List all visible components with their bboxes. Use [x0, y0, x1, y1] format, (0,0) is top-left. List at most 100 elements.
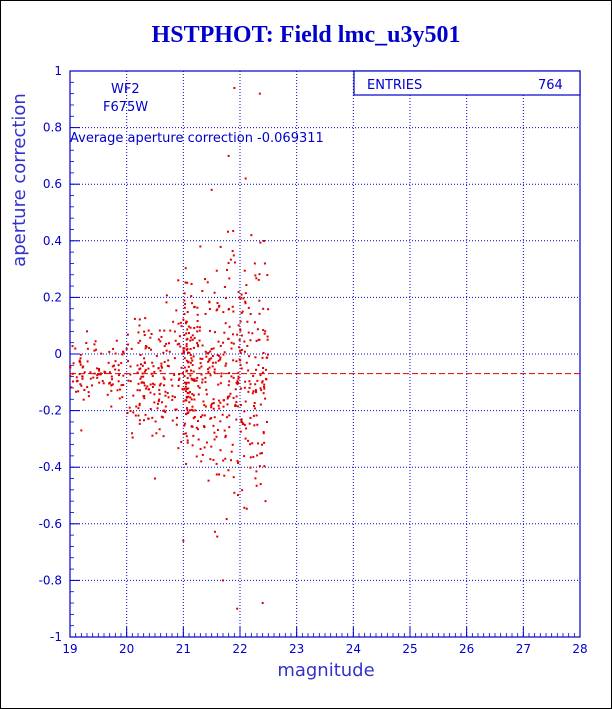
data-point: [265, 421, 268, 424]
data-point: [229, 392, 232, 395]
data-point: [183, 292, 186, 295]
data-point: [227, 469, 230, 472]
data-point: [256, 379, 259, 382]
data-point: [240, 418, 243, 421]
data-point: [192, 394, 195, 397]
data-point: [241, 489, 244, 492]
data-point: [199, 447, 202, 450]
data-point: [78, 373, 81, 376]
data-point: [181, 352, 184, 355]
data-point: [139, 353, 142, 356]
data-point: [183, 424, 186, 427]
data-point: [242, 422, 245, 425]
data-point: [191, 334, 194, 337]
data-point: [239, 403, 242, 406]
x-tick-label: 28: [572, 642, 587, 656]
data-point: [185, 396, 188, 399]
data-point: [201, 344, 204, 347]
y-tick-label: 0.8: [43, 121, 62, 135]
data-point: [151, 416, 154, 419]
data-point: [110, 384, 113, 387]
data-point: [91, 384, 94, 387]
data-point: [186, 412, 189, 415]
data-point: [261, 602, 264, 605]
data-point: [253, 262, 256, 265]
data-point: [174, 408, 177, 411]
data-point: [86, 360, 89, 363]
data-point: [158, 384, 161, 387]
data-point: [232, 359, 235, 362]
data-point: [203, 404, 206, 407]
data-point: [160, 401, 163, 404]
data-point: [174, 339, 177, 342]
y-tick-label: 0.2: [43, 290, 62, 304]
data-point: [191, 302, 194, 305]
data-point: [253, 401, 256, 404]
data-point: [264, 500, 267, 503]
data-point: [221, 413, 224, 416]
grid-lines: [70, 71, 580, 637]
data-point: [159, 382, 162, 385]
data-point: [228, 380, 231, 383]
data-point: [164, 394, 167, 397]
data-point: [173, 357, 176, 360]
data-point: [164, 411, 167, 414]
data-point: [96, 376, 99, 379]
data-point: [210, 404, 213, 407]
data-point: [254, 407, 257, 410]
data-point: [131, 436, 134, 439]
data-point: [192, 434, 195, 437]
data-point: [229, 258, 232, 261]
data-point: [182, 539, 185, 542]
data-point: [222, 579, 224, 582]
data-point: [231, 443, 234, 446]
data-point: [236, 380, 239, 383]
data-point: [69, 374, 72, 377]
data-point: [93, 349, 96, 352]
data-point: [190, 398, 193, 401]
data-point: [188, 351, 191, 354]
data-point: [173, 396, 176, 399]
data-point: [79, 357, 82, 360]
data-point: [187, 387, 190, 390]
data-point: [185, 359, 188, 362]
data-point: [240, 334, 243, 337]
data-point: [227, 154, 230, 157]
data-point: [138, 404, 141, 407]
data-point: [110, 389, 113, 392]
data-point: [195, 426, 198, 429]
data-point: [219, 358, 222, 361]
y-tick-label: -0.8: [39, 573, 62, 587]
data-point: [196, 342, 199, 345]
data-point: [238, 349, 241, 352]
data-point: [193, 398, 196, 401]
data-point: [233, 86, 236, 89]
data-point: [118, 388, 121, 391]
data-point: [117, 369, 120, 372]
data-point: [184, 399, 187, 402]
data-point: [149, 383, 152, 386]
data-point: [177, 384, 180, 387]
data-point: [87, 395, 90, 398]
data-point: [186, 328, 189, 331]
data-point: [74, 390, 77, 393]
data-point: [190, 283, 193, 286]
data-point: [193, 337, 196, 340]
data-point: [217, 340, 220, 343]
data-point: [192, 346, 195, 349]
data-point: [263, 441, 266, 444]
data-point: [230, 450, 233, 453]
data-point: [187, 411, 190, 414]
data-point: [247, 390, 250, 393]
data-point: [191, 444, 194, 447]
data-point: [215, 309, 218, 312]
data-point: [184, 267, 187, 270]
data-point: [207, 351, 210, 354]
data-point: [72, 362, 75, 365]
data-point: [259, 241, 262, 244]
data-point: [182, 400, 185, 403]
data-point: [138, 402, 141, 405]
data-point: [255, 339, 258, 342]
data-point: [138, 389, 141, 392]
data-point: [187, 365, 190, 368]
